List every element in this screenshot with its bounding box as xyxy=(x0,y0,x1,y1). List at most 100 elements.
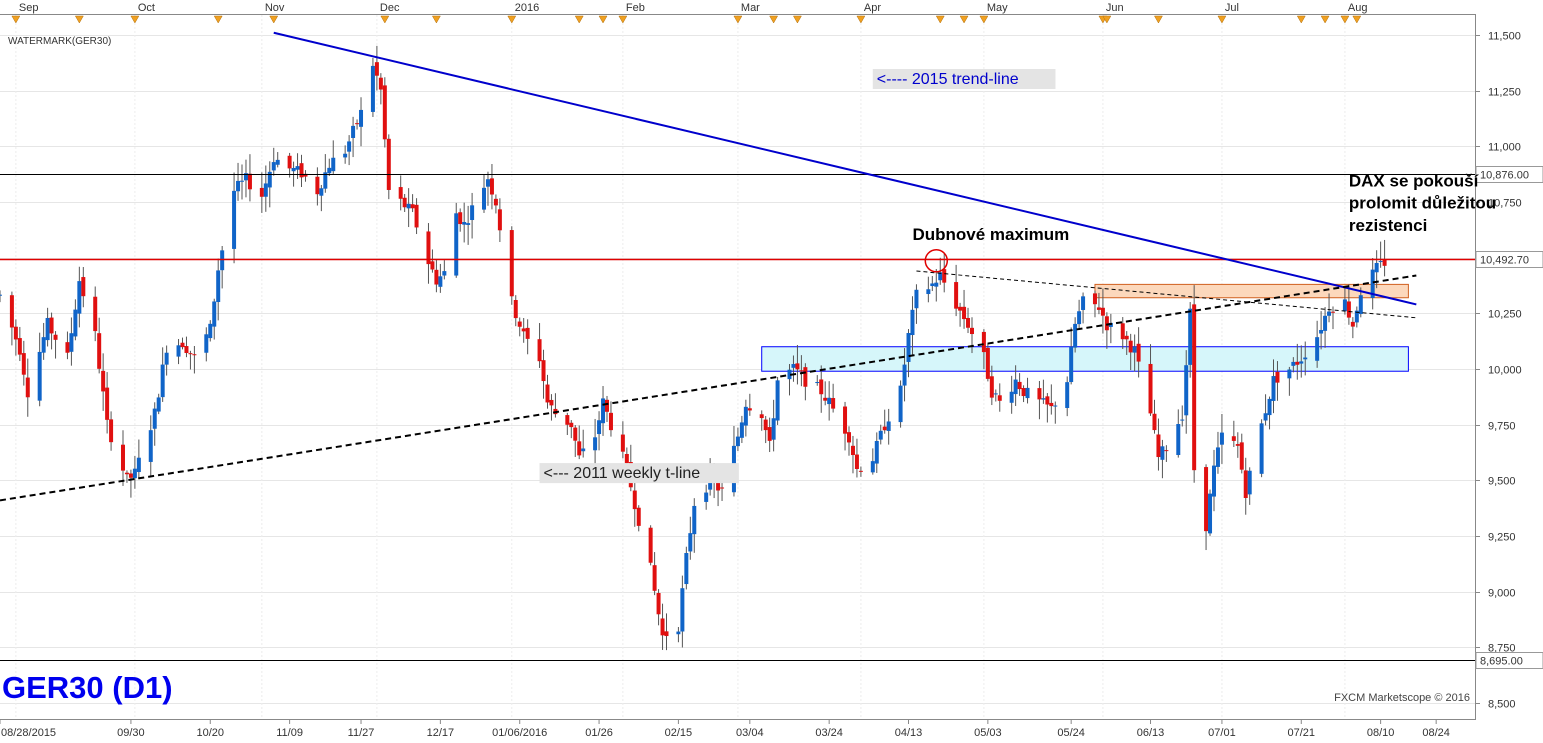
candle-up xyxy=(176,345,181,357)
candle-up xyxy=(1291,361,1296,366)
candle-up xyxy=(1323,315,1328,331)
candle-up xyxy=(1327,311,1332,316)
event-marker-icon xyxy=(598,15,608,24)
candle-down xyxy=(1231,436,1236,441)
candle-up xyxy=(676,631,681,635)
y-tick-label: 9,000 xyxy=(1488,588,1516,600)
candle-down xyxy=(517,321,522,327)
candle-up xyxy=(156,397,161,412)
annotation-tline2011: <--- 2011 weekly t-line xyxy=(544,465,701,482)
x-tick-label: 08/24 xyxy=(1422,727,1450,739)
candle-up xyxy=(462,221,467,225)
candle-up xyxy=(1065,382,1070,409)
candle-up xyxy=(1009,391,1014,403)
candle-down xyxy=(858,470,863,472)
event-marker-icon xyxy=(1296,15,1306,24)
event-marker-icon xyxy=(1102,15,1112,24)
candle-down xyxy=(962,306,967,320)
x-tick-label: 07/21 xyxy=(1288,727,1316,739)
candle-up xyxy=(1132,346,1137,353)
candle-down xyxy=(184,346,189,354)
candle-down xyxy=(1331,311,1336,313)
x-tick-label: 05/03 xyxy=(974,727,1002,739)
candle-down xyxy=(958,306,963,311)
candle-down xyxy=(656,592,661,615)
candle-down xyxy=(382,85,387,140)
candle-down xyxy=(120,444,125,471)
candle-down xyxy=(942,269,947,283)
month-label: Oct xyxy=(138,2,155,14)
candle-down xyxy=(854,454,859,469)
candle-down xyxy=(799,370,804,372)
candle-up xyxy=(910,309,915,336)
candle-down xyxy=(537,339,542,362)
candle-down xyxy=(1243,470,1248,498)
candle-up xyxy=(1208,493,1213,534)
y-tick-label: 11,500 xyxy=(1488,31,1521,43)
candle-down xyxy=(954,282,959,309)
candle-down xyxy=(287,155,292,169)
candle-down xyxy=(315,176,320,195)
event-marker-icon xyxy=(574,15,584,24)
candle-up xyxy=(132,468,137,479)
price-zone xyxy=(761,346,1409,372)
x-tick-label: 03/24 xyxy=(815,727,843,739)
month-label: Dec xyxy=(380,2,400,14)
watermark-label: WATERMARK(GER30) xyxy=(8,36,111,47)
trend-line xyxy=(0,274,1417,502)
event-marker-icon xyxy=(1340,15,1350,24)
candle-down xyxy=(49,317,54,334)
x-tick-label: 07/01 xyxy=(1208,727,1236,739)
y-tick-label: 8,750 xyxy=(1488,643,1516,655)
candle-down xyxy=(569,422,574,428)
candle-down xyxy=(636,507,641,526)
candle-down xyxy=(1239,442,1244,470)
candle-down xyxy=(819,379,824,395)
candle-down xyxy=(303,173,308,177)
candle-down xyxy=(81,277,86,297)
x-tick-label: 09/30 xyxy=(117,727,145,739)
annotation-trend2015: <---- 2015 trend-line xyxy=(877,71,1019,88)
candle-down xyxy=(831,398,836,409)
event-marker-icon xyxy=(1154,15,1163,24)
candle-down xyxy=(1124,335,1129,340)
candle-down xyxy=(1164,450,1169,452)
candle-down xyxy=(997,395,1002,401)
candle-up xyxy=(466,223,471,225)
x-tick-label: 05/24 xyxy=(1057,727,1085,739)
candle-up xyxy=(735,436,740,447)
candle-up xyxy=(684,553,689,585)
level-price-box xyxy=(1475,166,1543,183)
candle-down xyxy=(981,331,986,353)
candle-down xyxy=(1128,340,1133,353)
candle-down xyxy=(989,376,994,398)
candle-down xyxy=(604,399,609,412)
candle-up xyxy=(343,153,348,158)
candle-up xyxy=(41,337,46,353)
event-marker-icon xyxy=(1217,15,1227,24)
candle-up xyxy=(791,364,796,368)
candle-down xyxy=(1346,301,1351,318)
candle-up xyxy=(0,294,2,296)
candle-down xyxy=(652,565,657,591)
candle-up xyxy=(73,309,78,337)
candle-up xyxy=(148,430,153,462)
candle-up xyxy=(1378,261,1383,263)
candle-up xyxy=(680,588,685,632)
candle-down xyxy=(847,432,852,443)
candle-down xyxy=(843,406,848,434)
candle-up xyxy=(45,317,50,341)
candle-up xyxy=(319,188,324,196)
candle-up xyxy=(704,492,709,502)
candle-up xyxy=(240,180,245,182)
candle-down xyxy=(759,414,764,419)
candle-down xyxy=(25,377,30,398)
annotation-layer: <---- 2015 trend-line <--- 2011 weekly t-… xyxy=(539,68,1496,484)
candle-down xyxy=(648,527,653,563)
event-marker-icon xyxy=(769,15,779,24)
candle-down xyxy=(497,209,502,231)
event-marker-icon xyxy=(1320,15,1330,24)
candle-down xyxy=(1100,307,1105,316)
candle-up xyxy=(243,173,248,181)
candle-down xyxy=(1235,444,1240,446)
